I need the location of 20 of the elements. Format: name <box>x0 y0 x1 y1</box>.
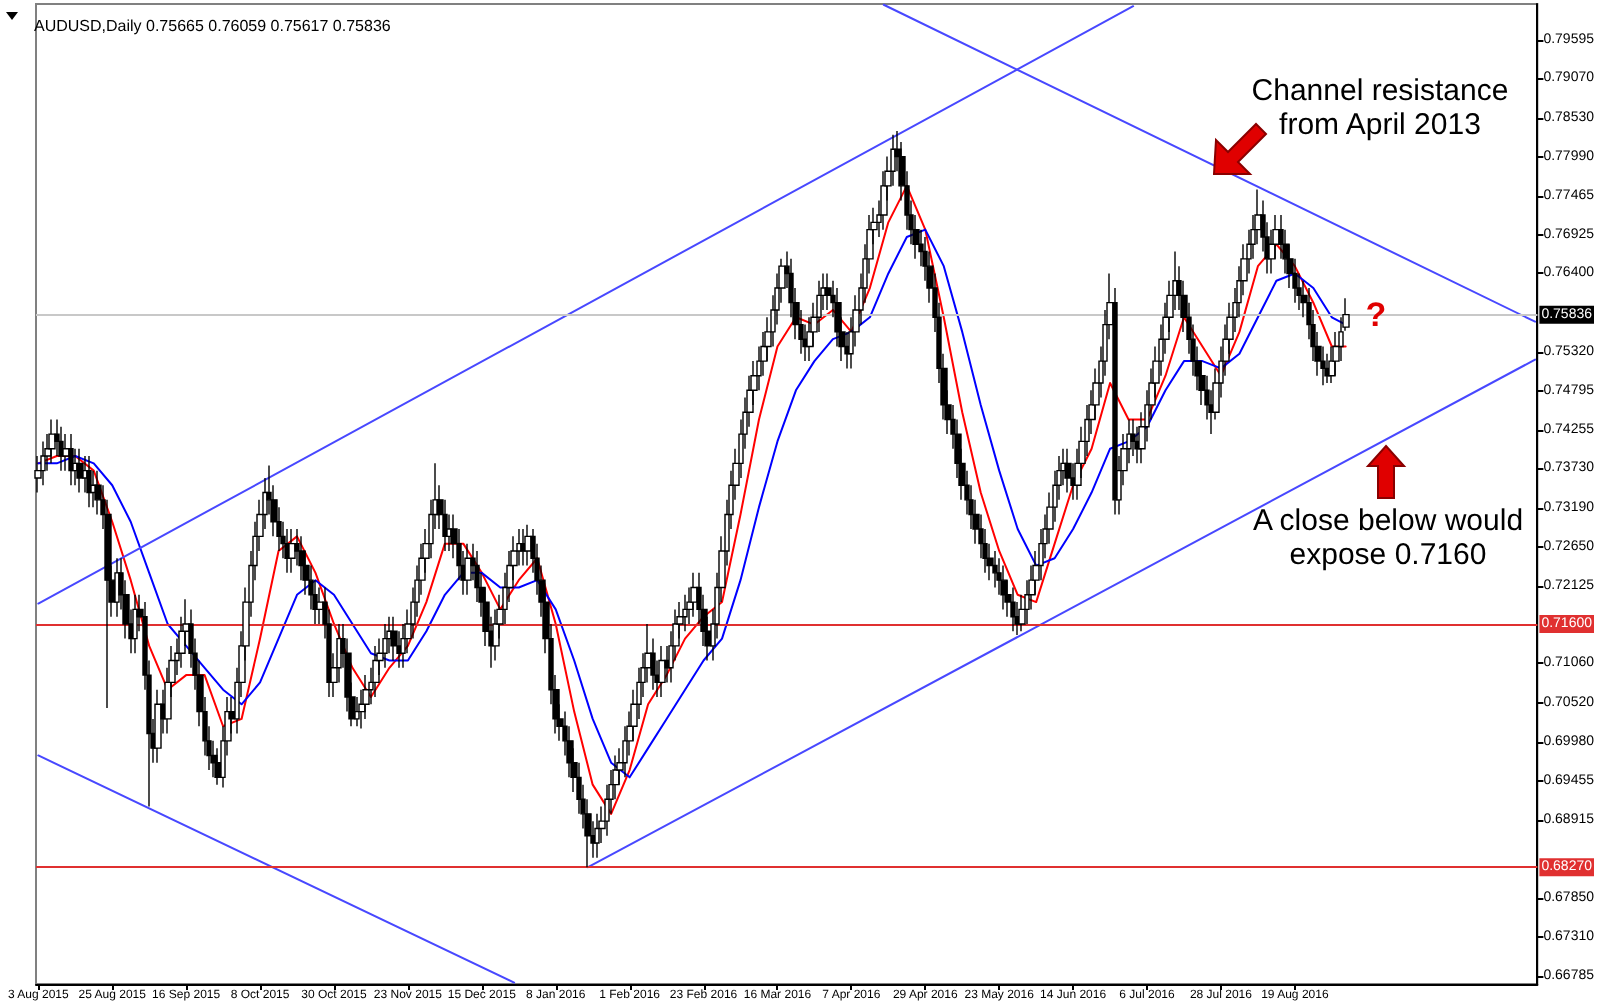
candlestick <box>520 528 526 567</box>
candlestick <box>48 418 56 465</box>
candlestick <box>824 272 832 311</box>
candlestick <box>992 550 998 589</box>
candlestick <box>76 448 84 494</box>
annotation: A close below would expose 0.7160 <box>1250 504 1526 572</box>
candlestick <box>372 645 380 698</box>
text: AUDUSD,Daily 0.75665 0.76059 0.75617 0.75836 <box>34 17 392 35</box>
candlestick <box>682 594 688 632</box>
candlestick <box>362 674 370 720</box>
candlestick <box>40 440 46 486</box>
candlestick <box>68 433 74 486</box>
annotation: Channel resistance from April 2013 <box>1249 74 1511 142</box>
annotation: ? <box>1363 296 1389 334</box>
candlestick <box>690 572 698 618</box>
candlestick <box>86 455 92 508</box>
candlestick <box>1324 353 1330 384</box>
candlestick <box>658 645 666 698</box>
candlestick <box>524 523 532 567</box>
candlestick <box>390 615 398 662</box>
